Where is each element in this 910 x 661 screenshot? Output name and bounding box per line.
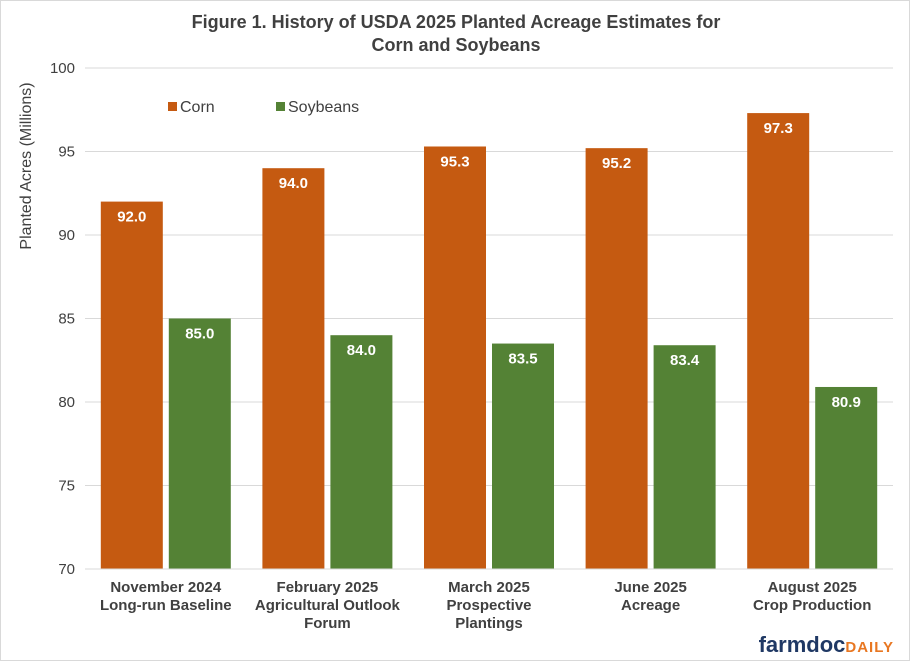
y-tick-label: 70 [58,561,75,578]
x-category-label: June 2025 [614,579,687,596]
bar-corn-0 [100,201,163,569]
y-tick-label: 85 [58,311,75,328]
bar-corn-4 [747,113,810,569]
data-label-corn-1: 94.0 [279,175,308,192]
data-label-corn-0: 92.0 [117,209,146,226]
data-label-soybeans-0: 85.0 [185,326,214,343]
data-label-soybeans-2: 83.5 [508,351,537,368]
brand-logo-part-1: farmdoc [759,632,846,657]
x-category-label: August 2025 [768,579,857,596]
chart-title-line-2: Corn and Soybeans [371,35,540,55]
x-category-label: Agricultural Outlook [255,597,401,614]
chart-title-line-1: Figure 1. History of USDA 2025 Planted A… [192,12,721,32]
brand-logo-part-2: DAILY [845,639,894,656]
x-category-label: March 2025 [448,579,530,596]
x-category-label: February 2025 [277,579,379,596]
x-category-label: Prospective [446,597,531,614]
svg-text:farmdocDAILY: farmdocDAILY [759,632,894,657]
legend-label: Soybeans [288,99,359,116]
bar-corn-3 [585,148,648,569]
x-category-label: Plantings [455,615,523,632]
y-tick-label: 95 [58,144,75,161]
x-category-label: Crop Production [753,597,871,614]
y-tick-label: 90 [58,227,75,244]
x-category-label: Acreage [621,597,680,614]
bars [100,113,878,570]
x-category-label: November 2024 [110,579,222,596]
data-label-soybeans-1: 84.0 [347,342,376,359]
legend-item-soybeans: Soybeans [276,99,359,116]
y-tick-label: 80 [58,394,75,411]
data-label-corn-2: 95.3 [440,153,469,170]
data-label-soybeans-4: 80.9 [832,394,861,411]
x-category-label: Long-run Baseline [100,597,232,614]
y-axis-title: Planted Acres (Millions) [18,82,35,249]
bar-soybeans-3 [653,345,716,569]
x-category-label: Forum [304,615,351,632]
brand-logo: farmdocDAILY [759,632,894,657]
bar-soybeans-1 [330,335,393,569]
data-label-corn-4: 97.3 [764,120,793,137]
data-label-soybeans-3: 83.4 [670,352,700,369]
bar-soybeans-4 [815,386,878,569]
legend-swatch [168,102,177,111]
y-axis-ticks: 70 75 80 85 90 95 100 [50,60,75,578]
bar-soybeans-2 [492,343,554,569]
legend-label: Corn [180,99,215,116]
legend: Corn Soybeans [168,99,359,116]
data-labels: 92.0 85.0 94.0 84.0 95.3 83.5 95.2 83.4 97.3 80.9 [117,120,861,411]
bar-soybeans-0 [168,318,231,569]
legend-item-corn: Corn [168,99,215,116]
legend-swatch [276,102,285,111]
data-label-corn-3: 95.2 [602,155,631,172]
y-tick-label: 75 [58,478,75,495]
bar-corn-2 [424,146,486,570]
bar-corn-1 [262,168,325,569]
y-tick-label: 100 [50,60,75,77]
chart-title: Figure 1. History of USDA 2025 Planted A… [192,12,721,55]
